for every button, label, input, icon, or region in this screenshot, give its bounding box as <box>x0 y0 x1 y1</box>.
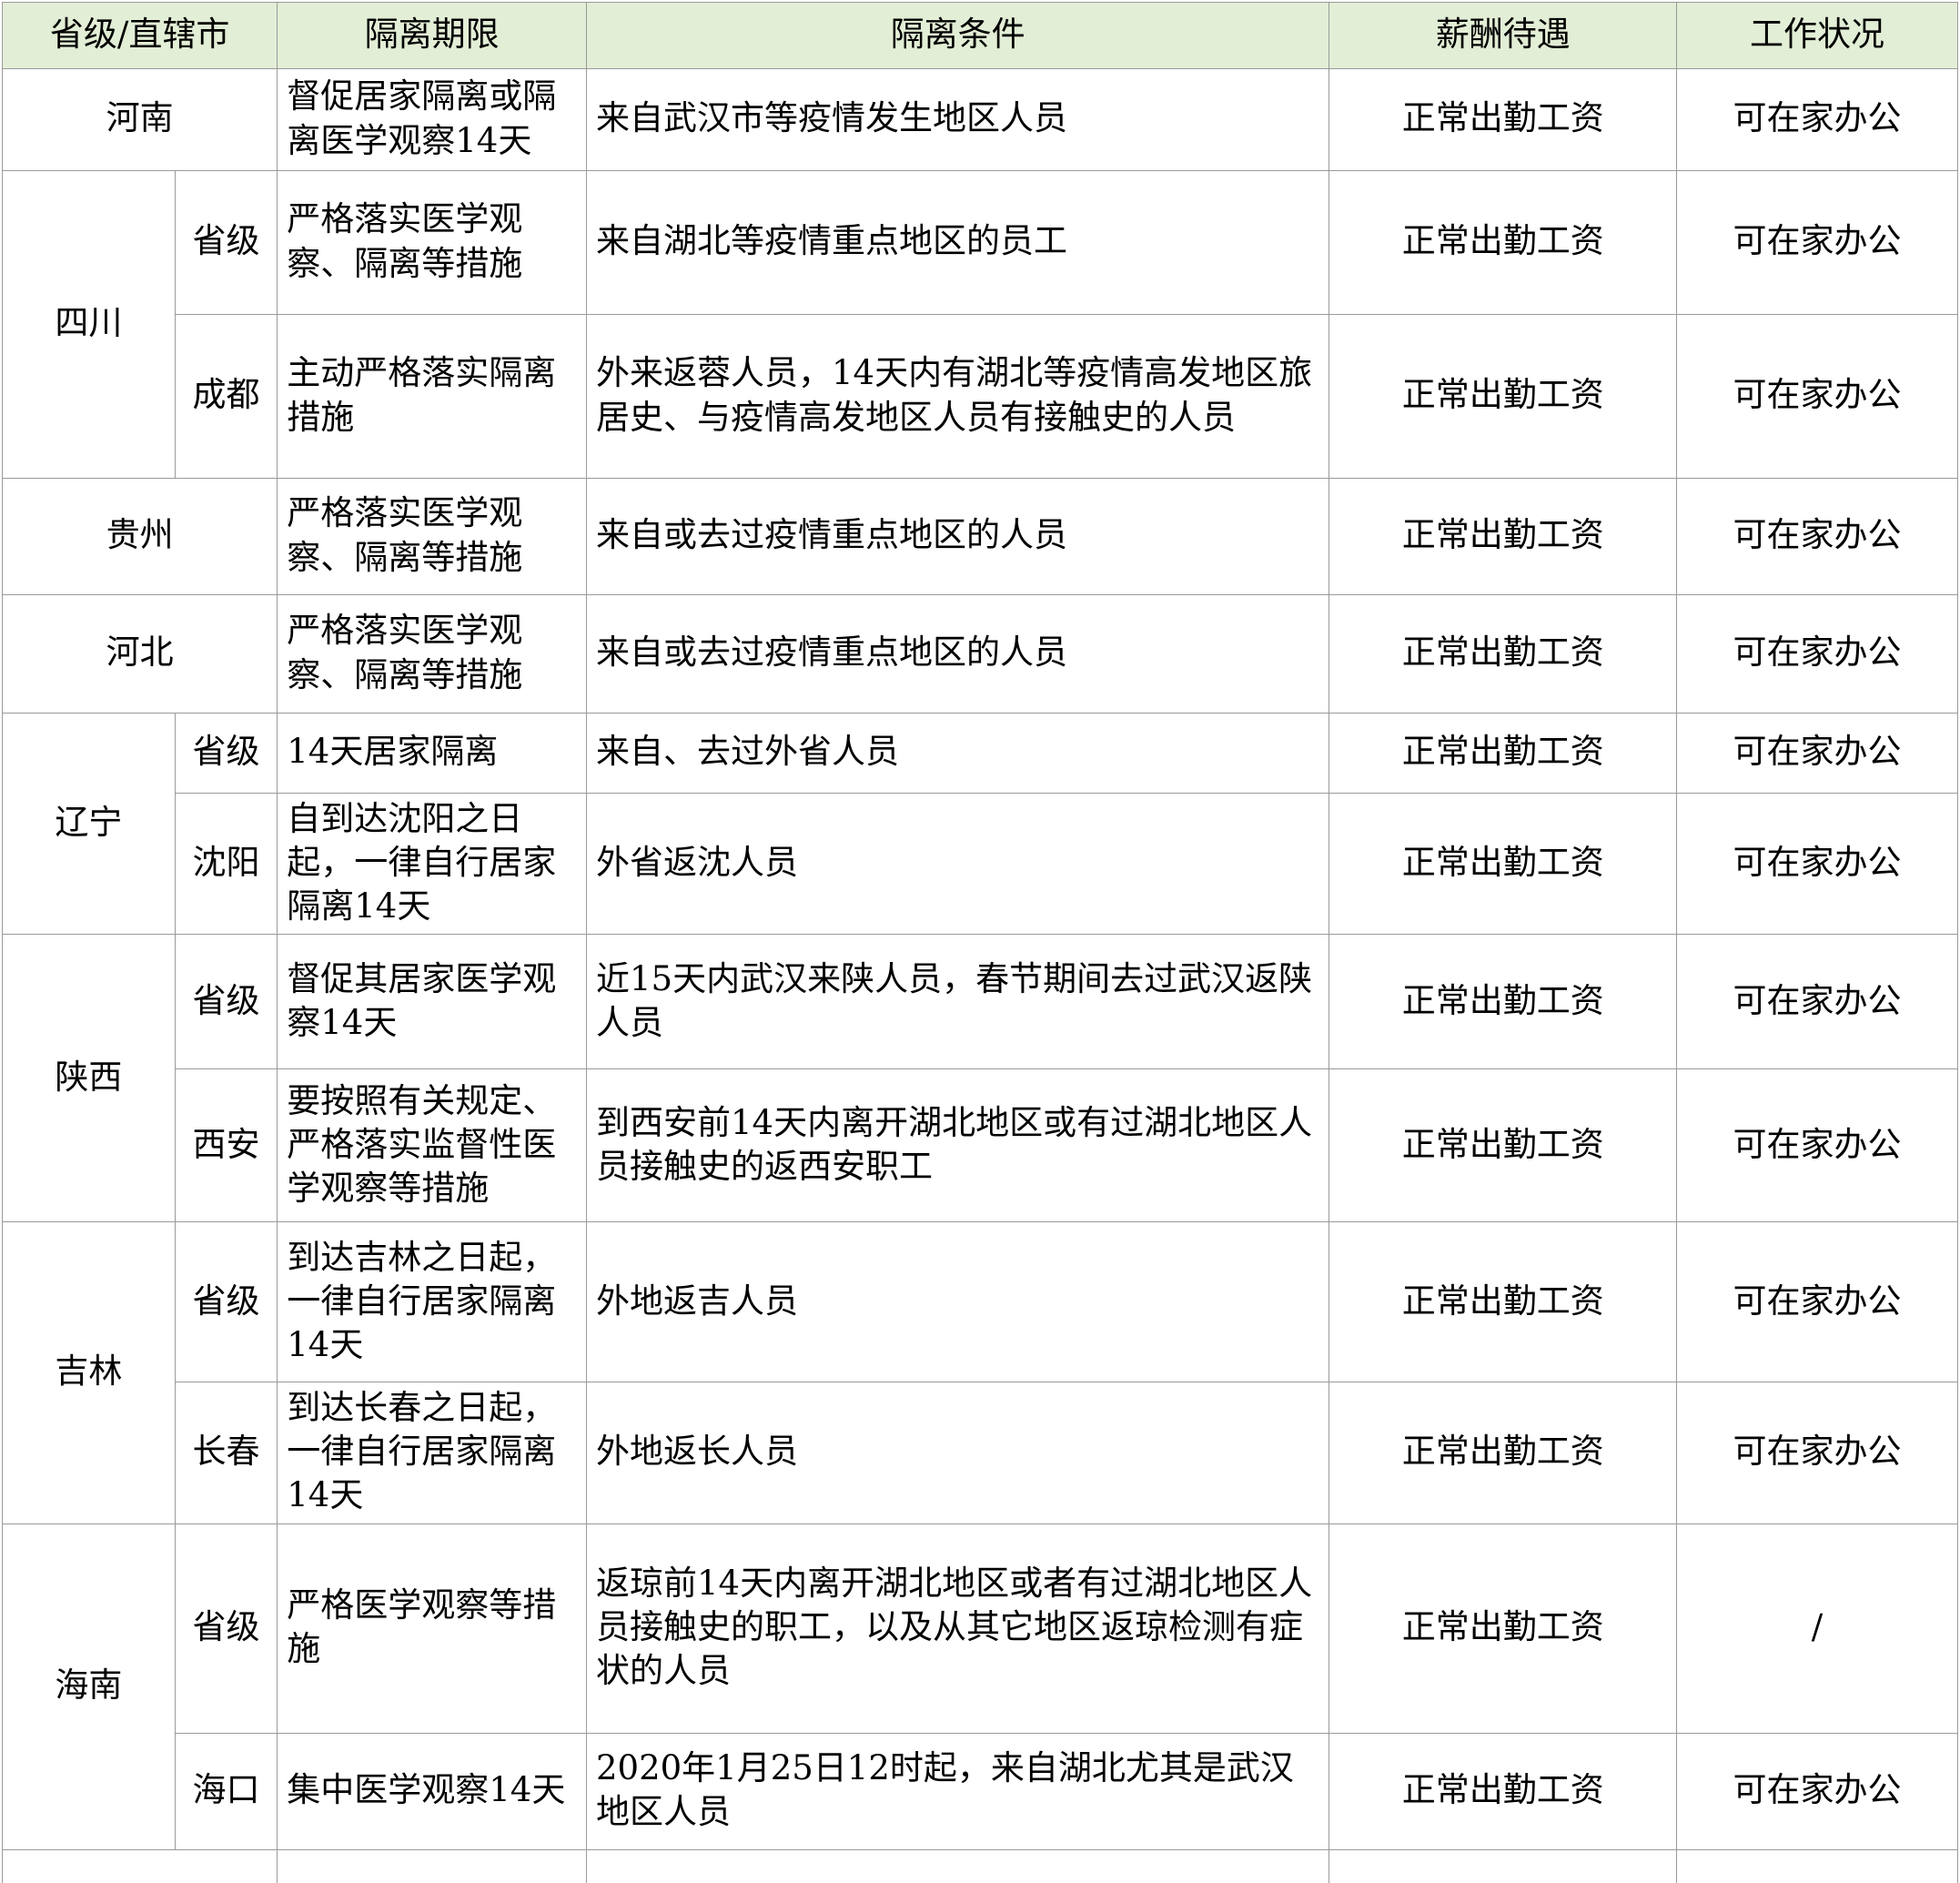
pay-cell: 正常出勤工资 <box>1329 170 1678 315</box>
table-body: 河南 督促居家隔离或隔离医学观察14天 来自武汉市等疫情发生地区人员 正常出勤工资 可在… <box>1 68 1958 1883</box>
condition-cell: 外地返吉人员 <box>586 1221 1330 1383</box>
province-cell: 河北 <box>1 594 278 714</box>
work-status-cell: 可在家办公 <box>1676 934 1958 1070</box>
condition-cell: 来自、去过外省人员 <box>586 713 1330 794</box>
condition-cell: 到西安前14天内离开湖北地区或有过湖北地区人员接触史的返西安职工 <box>586 1068 1330 1223</box>
table-row: 辽宁 省级 14天居家隔离 来自、去过外省人员 正常出勤工资 可在家办公 <box>2 712 1958 936</box>
condition-cell: 外地返长人员 <box>586 1382 1330 1524</box>
pay-cell: 正常出勤工资 <box>1329 934 1678 1070</box>
work-status-cell: 可在家办公 <box>1676 1068 1958 1223</box>
work-status-cell: 可在家办公 <box>1676 1221 1958 1383</box>
work-status-cell: 可在家办公 <box>1676 68 1958 171</box>
table-row: 吉林 省级 到达吉林之日起，一律自行居家隔离14天 外地返吉人员 正常出勤工资 可在家办公 <box>2 1221 1958 1524</box>
table-row: 成都 主动严格落实隔离措施 外来返蓉人员，14天内有湖北等疫情高发地区旅居史、与疫情… <box>3 314 1958 479</box>
city-cell: 省级 <box>174 170 278 315</box>
period-cell: 集中隔离医学观察不少于14天 <box>277 1848 588 1883</box>
province-cell: 吉林 <box>2 1221 176 1524</box>
city-cell: 省级 <box>174 934 278 1070</box>
pay-cell: 正常出勤工资 <box>1329 478 1678 595</box>
work-status-cell: 可在家办公 <box>1676 1382 1958 1524</box>
period-cell: 14天居家隔离 <box>277 713 588 794</box>
table-row: 河北 严格落实医学观察、隔离等措施 来自或去过疫情重点地区的人员 正常出勤工资 可在家办… <box>1 594 1958 714</box>
table-row: 陕西 省级 督促其居家医学观察14天 近15天内武汉来陕人员，春节期间去过武汉返陕人员… <box>2 934 1958 1223</box>
city-cell: 长春 <box>174 1382 278 1524</box>
province-cell: 陕西 <box>2 934 176 1223</box>
pay-cell: 正常出勤工资 <box>1329 1732 1678 1850</box>
condition-cell: 来自或去过疫情重点地区的人员 <box>586 478 1330 595</box>
condition-cell: 2020年1月25日12时起，来自湖北尤其是武汉地区人员 <box>586 1732 1330 1850</box>
pay-cell: 正常出勤工资 <box>1329 1848 1678 1883</box>
city-cell: 成都 <box>174 314 278 479</box>
city-cell: 沈阳 <box>174 792 278 936</box>
column-header-work: 工作状况 <box>1676 2 1958 69</box>
work-status-cell: 可在家办公 <box>1676 594 1958 714</box>
work-status-cell: 可在家办公 <box>1676 1848 1958 1883</box>
table-row: 西安 要按照有关规定、严格落实监督性医学观察等措施 到西安前14天内离开湖北地区或有… <box>3 1068 1958 1223</box>
period-cell: 集中医学观察14天 <box>277 1732 588 1850</box>
period-cell: 到达长春之日起，一律自行居家隔离14天 <box>277 1382 588 1524</box>
pay-cell: 正常出勤工资 <box>1329 792 1678 936</box>
pay-cell: 正常出勤工资 <box>1329 1221 1678 1383</box>
table-header: 省级/直辖市 隔离期限 隔离条件 薪酬待遇 工作状况 <box>1 2 1958 69</box>
table-row: 长春 到达长春之日起，一律自行居家隔离14天 外地返长人员 正常出勤工资 可在家办公 <box>3 1382 1958 1524</box>
period-cell: 严格落实医学观察、隔离等措施 <box>277 594 588 714</box>
pay-cell: 正常出勤工资 <box>1329 68 1678 171</box>
table-row: 贵州 严格落实医学观察、隔离等措施 来自或去过疫情重点地区的人员 正常出勤工资 可在家办… <box>1 478 1958 595</box>
city-cell: 海口 <box>174 1732 278 1850</box>
table-row: 新疆集中隔离医学观察不少于14天1. 湖北等疫区返回人员 2. 两周内疆内外疫情… <box>1 1848 1958 1883</box>
pay-cell: 正常出勤工资 <box>1329 314 1678 479</box>
city-cell: 省级 <box>174 1523 278 1734</box>
work-status-cell: / <box>1676 1523 1958 1734</box>
condition-cell: 1. 湖北等疫区返回人员 2. 两周内疆内外疫情地区往返史、接触史或新冠状病毒病… <box>586 1848 1330 1883</box>
condition-cell: 来自湖北等疫情重点地区的员工 <box>586 170 1330 315</box>
work-status-cell: 可在家办公 <box>1676 314 1958 479</box>
period-cell: 自到达沈阳之日起，一律自行居家隔离14天 <box>277 792 588 936</box>
work-status-cell: 可在家办公 <box>1676 478 1958 595</box>
period-cell: 督促其居家医学观察14天 <box>277 934 588 1070</box>
work-status-cell: 可在家办公 <box>1676 713 1958 794</box>
condition-cell: 近15天内武汉来陕人员，春节期间去过武汉返陕人员 <box>586 934 1330 1070</box>
condition-cell: 返琼前14天内离开湖北地区或者有过湖北地区人员接触史的职工，以及从其它地区返琼检… <box>586 1523 1330 1734</box>
table-row: 河南 督促居家隔离或隔离医学观察14天 来自武汉市等疫情发生地区人员 正常出勤工资 可在… <box>1 68 1958 171</box>
province-cell: 四川 <box>2 170 176 479</box>
period-cell: 到达吉林之日起，一律自行居家隔离14天 <box>277 1221 588 1383</box>
header-row: 省级/直辖市 隔离期限 隔离条件 薪酬待遇 工作状况 <box>1 2 1958 69</box>
pay-cell: 正常出勤工资 <box>1329 1382 1678 1524</box>
city-cell: 省级 <box>174 713 278 794</box>
period-cell: 严格落实医学观察、隔离等措施 <box>277 170 588 315</box>
period-cell: 要按照有关规定、严格落实监督性医学观察等措施 <box>277 1068 588 1223</box>
period-cell: 严格医学观察等措施 <box>277 1523 588 1734</box>
province-cell: 河南 <box>1 68 278 171</box>
condition-cell: 外省返沈人员 <box>586 792 1330 936</box>
pay-cell: 正常出勤工资 <box>1329 713 1678 794</box>
condition-cell: 来自或去过疫情重点地区的人员 <box>586 594 1330 714</box>
condition-cell: 外来返蓉人员，14天内有湖北等疫情高发地区旅居史、与疫情高发地区人员有接触史的人… <box>586 314 1330 479</box>
city-cell: 省级 <box>174 1221 278 1383</box>
province-cell: 辽宁 <box>2 712 176 936</box>
table-row: 海南 省级 严格医学观察等措施 返琼前14天内离开湖北地区或者有过湖北地区人员接触史的… <box>2 1523 1958 1850</box>
condition-cell: 来自武汉市等疫情发生地区人员 <box>586 68 1330 171</box>
province-cell: 海南 <box>2 1523 176 1850</box>
column-header-province: 省级/直辖市 <box>1 2 278 69</box>
pay-cell: 正常出勤工资 <box>1329 594 1678 714</box>
table-row: 沈阳 自到达沈阳之日起，一律自行居家隔离14天 外省返沈人员 正常出勤工资 可在家办公 <box>3 792 1958 936</box>
work-status-cell: 可在家办公 <box>1676 1732 1958 1850</box>
work-status-cell: 可在家办公 <box>1676 792 1958 936</box>
column-header-period: 隔离期限 <box>277 2 588 69</box>
province-cell: 贵州 <box>1 478 278 595</box>
period-cell: 严格落实医学观察、隔离等措施 <box>277 478 588 595</box>
table-row: 四川 省级 严格落实医学观察、隔离等措施 来自湖北等疫情重点地区的员工 正常出勤工资 可在… <box>2 170 1958 479</box>
column-header-condition: 隔离条件 <box>586 2 1330 69</box>
column-header-pay: 薪酬待遇 <box>1329 2 1678 69</box>
table-row: 海口 集中医学观察14天 2020年1月25日12时起，来自湖北尤其是武汉地区人员正… <box>3 1732 1958 1850</box>
period-cell: 督促居家隔离或隔离医学观察14天 <box>277 68 588 171</box>
city-cell: 西安 <box>174 1068 278 1223</box>
period-cell: 主动严格落实隔离措施 <box>277 314 588 479</box>
pay-cell: 正常出勤工资 <box>1329 1068 1678 1223</box>
province-cell: 新疆 <box>1 1848 278 1883</box>
pay-cell: 正常出勤工资 <box>1329 1523 1678 1734</box>
work-status-cell: 可在家办公 <box>1676 170 1958 315</box>
